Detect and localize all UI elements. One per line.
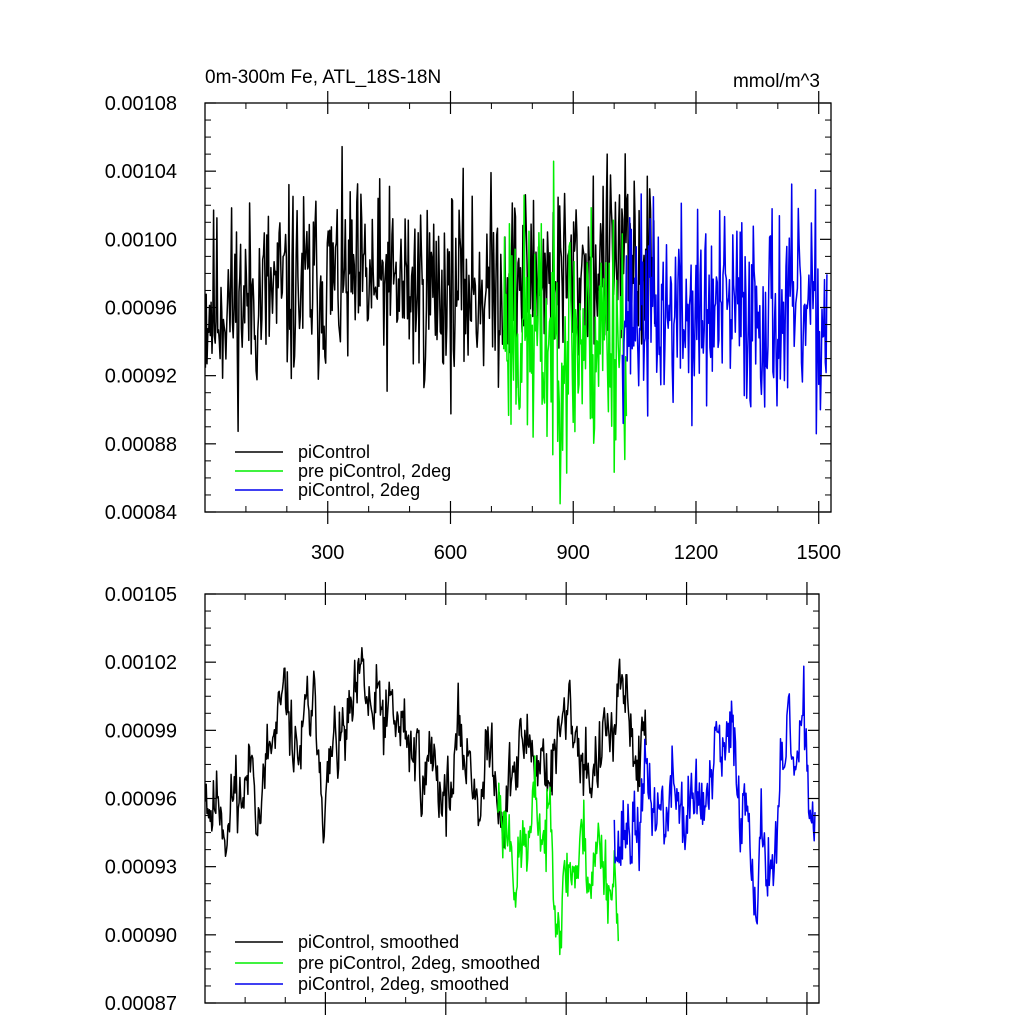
y-tick-label: 0.00087 [105, 993, 177, 1015]
x-tick-label: 1500 [796, 542, 841, 564]
x-tick-label: 900 [557, 542, 590, 564]
legend-label: piControl, 2deg, smoothed [298, 974, 509, 994]
x-tick-label: 1200 [674, 542, 719, 564]
y-tick-label: 0.00102 [105, 652, 177, 674]
chart-title: 0m-300m Fe, ATL_18S-18N [205, 67, 441, 88]
y-tick-label: 0.00088 [105, 434, 177, 456]
series-line-3 [621, 183, 828, 435]
legend-label: piControl [298, 442, 370, 462]
legend-label: pre piControl, 2deg [298, 461, 451, 481]
series-line-2 [502, 160, 628, 505]
panel-bottom: 0.00087 0.00090 0.00093 0.00096 0.00099 0.001… [105, 582, 820, 1015]
legend-label: piControl, 2deg [298, 480, 420, 500]
series-layer [204, 647, 816, 956]
x-tick-label: 300 [311, 542, 344, 564]
series-line-1 [204, 145, 656, 433]
y-tick-label: 0.00096 [105, 789, 177, 811]
series-line-3 [613, 665, 816, 925]
y-tick-label: 0.00092 [105, 366, 177, 388]
panel-top: 0m-300m Fe, ATL_18S-18N mmol/m^3 0.00084… [105, 67, 841, 564]
y-tick-label: 0.00090 [105, 925, 177, 947]
y-tick-label: 0.00093 [105, 857, 177, 879]
y-tick-label: 0.00104 [105, 161, 177, 183]
axis-ticks: 0.00084 0.00088 0.00092 0.00096 0.00100 0.001… [105, 91, 841, 564]
axis-ticks: 0.00087 0.00090 0.00093 0.00096 0.00099 0.001… [105, 582, 819, 1015]
y-tick-label: 0.00099 [105, 720, 177, 742]
series-line-1 [204, 647, 647, 858]
series-line-2 [497, 755, 620, 956]
y-tick-label: 0.00108 [105, 93, 177, 115]
y-tick-label: 0.00084 [105, 502, 177, 524]
x-tick-label: 600 [434, 542, 467, 564]
legend-label: pre piControl, 2deg, smoothed [298, 953, 540, 973]
legend-label: piControl, smoothed [298, 932, 459, 952]
units-label: mmol/m^3 [733, 71, 820, 92]
y-tick-label: 0.00096 [105, 298, 177, 320]
y-tick-label: 0.00100 [105, 229, 177, 251]
series-layer [204, 145, 828, 505]
y-tick-label: 0.00105 [105, 584, 177, 606]
